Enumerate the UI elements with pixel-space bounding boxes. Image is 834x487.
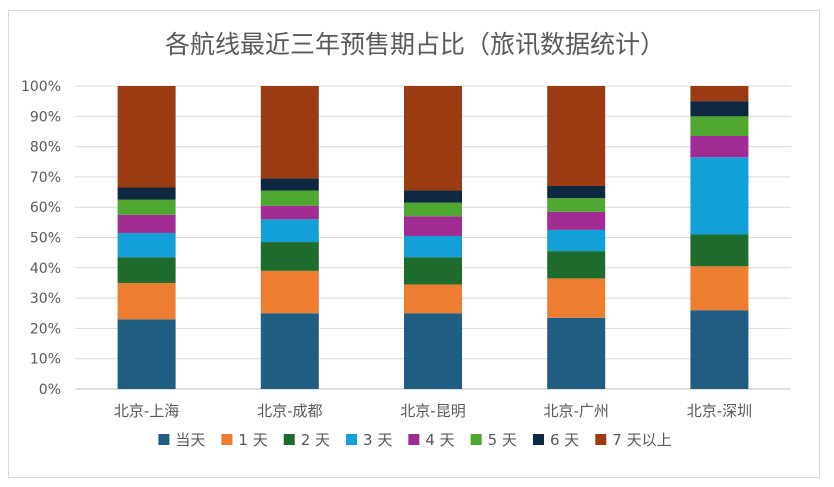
- bar-stack: [404, 86, 462, 389]
- bar-segment: [404, 190, 462, 203]
- legend: 当天 1 天 2 天 3 天 4 天 5 天 6 天 7 天以上: [158, 431, 672, 449]
- bar-segment: [404, 284, 462, 314]
- legend-swatch: [283, 434, 295, 445]
- bar-segment: [404, 216, 462, 236]
- bar-segment: [260, 178, 319, 191]
- y-tick-label: 90%: [30, 109, 61, 125]
- chart-title: 各航线最近三年预售期占比（旅讯数据统计）: [165, 30, 665, 59]
- bar-segment: [690, 135, 749, 158]
- legend-swatch: [346, 434, 358, 445]
- bar-segment: [404, 235, 462, 258]
- legend-swatch: [408, 434, 420, 445]
- bar-segment: [690, 86, 749, 102]
- y-tick-label: 40%: [30, 261, 61, 277]
- bar-segment: [260, 219, 319, 243]
- legend-item: 1 天: [221, 431, 268, 449]
- legend-label: 1 天: [238, 431, 267, 449]
- y-axis-ticks: 0% 10% 20% 30% 40% 50% 60% 70% 80% 90% 100%: [21, 79, 61, 398]
- bar-segment: [547, 251, 606, 279]
- bar-segment: [690, 157, 749, 235]
- bar-segment: [547, 211, 606, 230]
- legend-item: 3 天: [346, 431, 392, 449]
- bar-segment: [117, 319, 176, 389]
- y-tick-label: 70%: [30, 170, 61, 186]
- y-tick-label: 60%: [30, 200, 61, 216]
- y-tick-label: 50%: [30, 231, 61, 247]
- legend-item: 6 天: [532, 431, 579, 449]
- legend-item: 5 天: [470, 431, 517, 449]
- bar-segment: [404, 257, 462, 285]
- y-tick-label: 20%: [30, 321, 61, 337]
- x-category-label: 北京-深圳: [687, 402, 752, 420]
- bar-segment: [117, 214, 176, 233]
- y-tick-label: 0%: [39, 382, 61, 398]
- bar-segment: [690, 310, 749, 389]
- bar-stack: [690, 86, 749, 389]
- legend-swatch: [221, 434, 233, 445]
- bar-segment: [547, 86, 606, 186]
- bar-segment: [117, 199, 176, 215]
- bar-stack: [260, 86, 319, 389]
- legend-swatch: [158, 434, 170, 445]
- legend-label: 6 天: [550, 431, 579, 449]
- bar-segment: [690, 234, 749, 267]
- legend-item: 4 天: [408, 431, 455, 449]
- bar-segment: [547, 198, 606, 212]
- x-category-label: 北京-成都: [257, 402, 322, 420]
- y-tick-label: 10%: [30, 352, 61, 368]
- bar-segment: [547, 317, 606, 389]
- bar-segment: [260, 270, 319, 314]
- bar-segment: [260, 86, 319, 179]
- bar-segment: [404, 86, 462, 191]
- bar-segment: [260, 205, 319, 220]
- x-axis-categories: 北京-上海 北京-成都 北京-昆明 北京-广州 北京-深圳: [114, 402, 752, 420]
- stacked-bar-chart: 各航线最近三年预售期占比（旅讯数据统计） 0% 10% 20% 30% 40% 50% 60…: [21, 30, 791, 449]
- legend-label: 4 天: [425, 431, 454, 449]
- bar-segment: [117, 187, 176, 200]
- bar-segment: [260, 190, 319, 206]
- bar-segment: [547, 229, 606, 252]
- legend-swatch: [595, 434, 607, 445]
- bar-stack: [117, 86, 176, 389]
- legend-item: 2 天: [283, 431, 330, 449]
- legend-label: 2 天: [301, 431, 330, 449]
- legend-label: 5 天: [488, 431, 517, 449]
- bar-segment: [547, 278, 606, 318]
- bar-segment: [117, 282, 176, 320]
- x-category-label: 北京-昆明: [400, 402, 465, 420]
- bar-stack: [547, 86, 606, 389]
- legend-label: 7 天以上: [612, 431, 671, 449]
- y-tick-label: 100%: [21, 79, 61, 95]
- legend-item: 7 天以上: [595, 431, 672, 449]
- legend-swatch: [470, 434, 482, 445]
- bar-segment: [690, 101, 749, 117]
- bar-segment: [117, 257, 176, 283]
- y-tick-label: 80%: [30, 140, 61, 156]
- bar-segment: [690, 116, 749, 136]
- legend-item: 当天: [158, 431, 205, 449]
- legend-label: 3 天: [363, 431, 392, 449]
- bar-segment: [260, 242, 319, 271]
- bars: [117, 86, 749, 389]
- bar-segment: [260, 313, 319, 389]
- bar-segment: [404, 202, 462, 217]
- x-category-label: 北京-上海: [114, 402, 179, 420]
- legend-label: 当天: [175, 431, 205, 449]
- bar-segment: [404, 313, 462, 389]
- y-tick-label: 30%: [30, 291, 61, 307]
- bar-segment: [547, 185, 606, 199]
- chart-frame: 各航线最近三年预售期占比（旅讯数据统计） 0% 10% 20% 30% 40% 50% 60…: [8, 10, 820, 478]
- bar-segment: [690, 266, 749, 311]
- bar-segment: [117, 86, 176, 188]
- bar-segment: [117, 232, 176, 258]
- legend-swatch: [532, 434, 544, 445]
- x-category-label: 北京-广州: [543, 402, 608, 420]
